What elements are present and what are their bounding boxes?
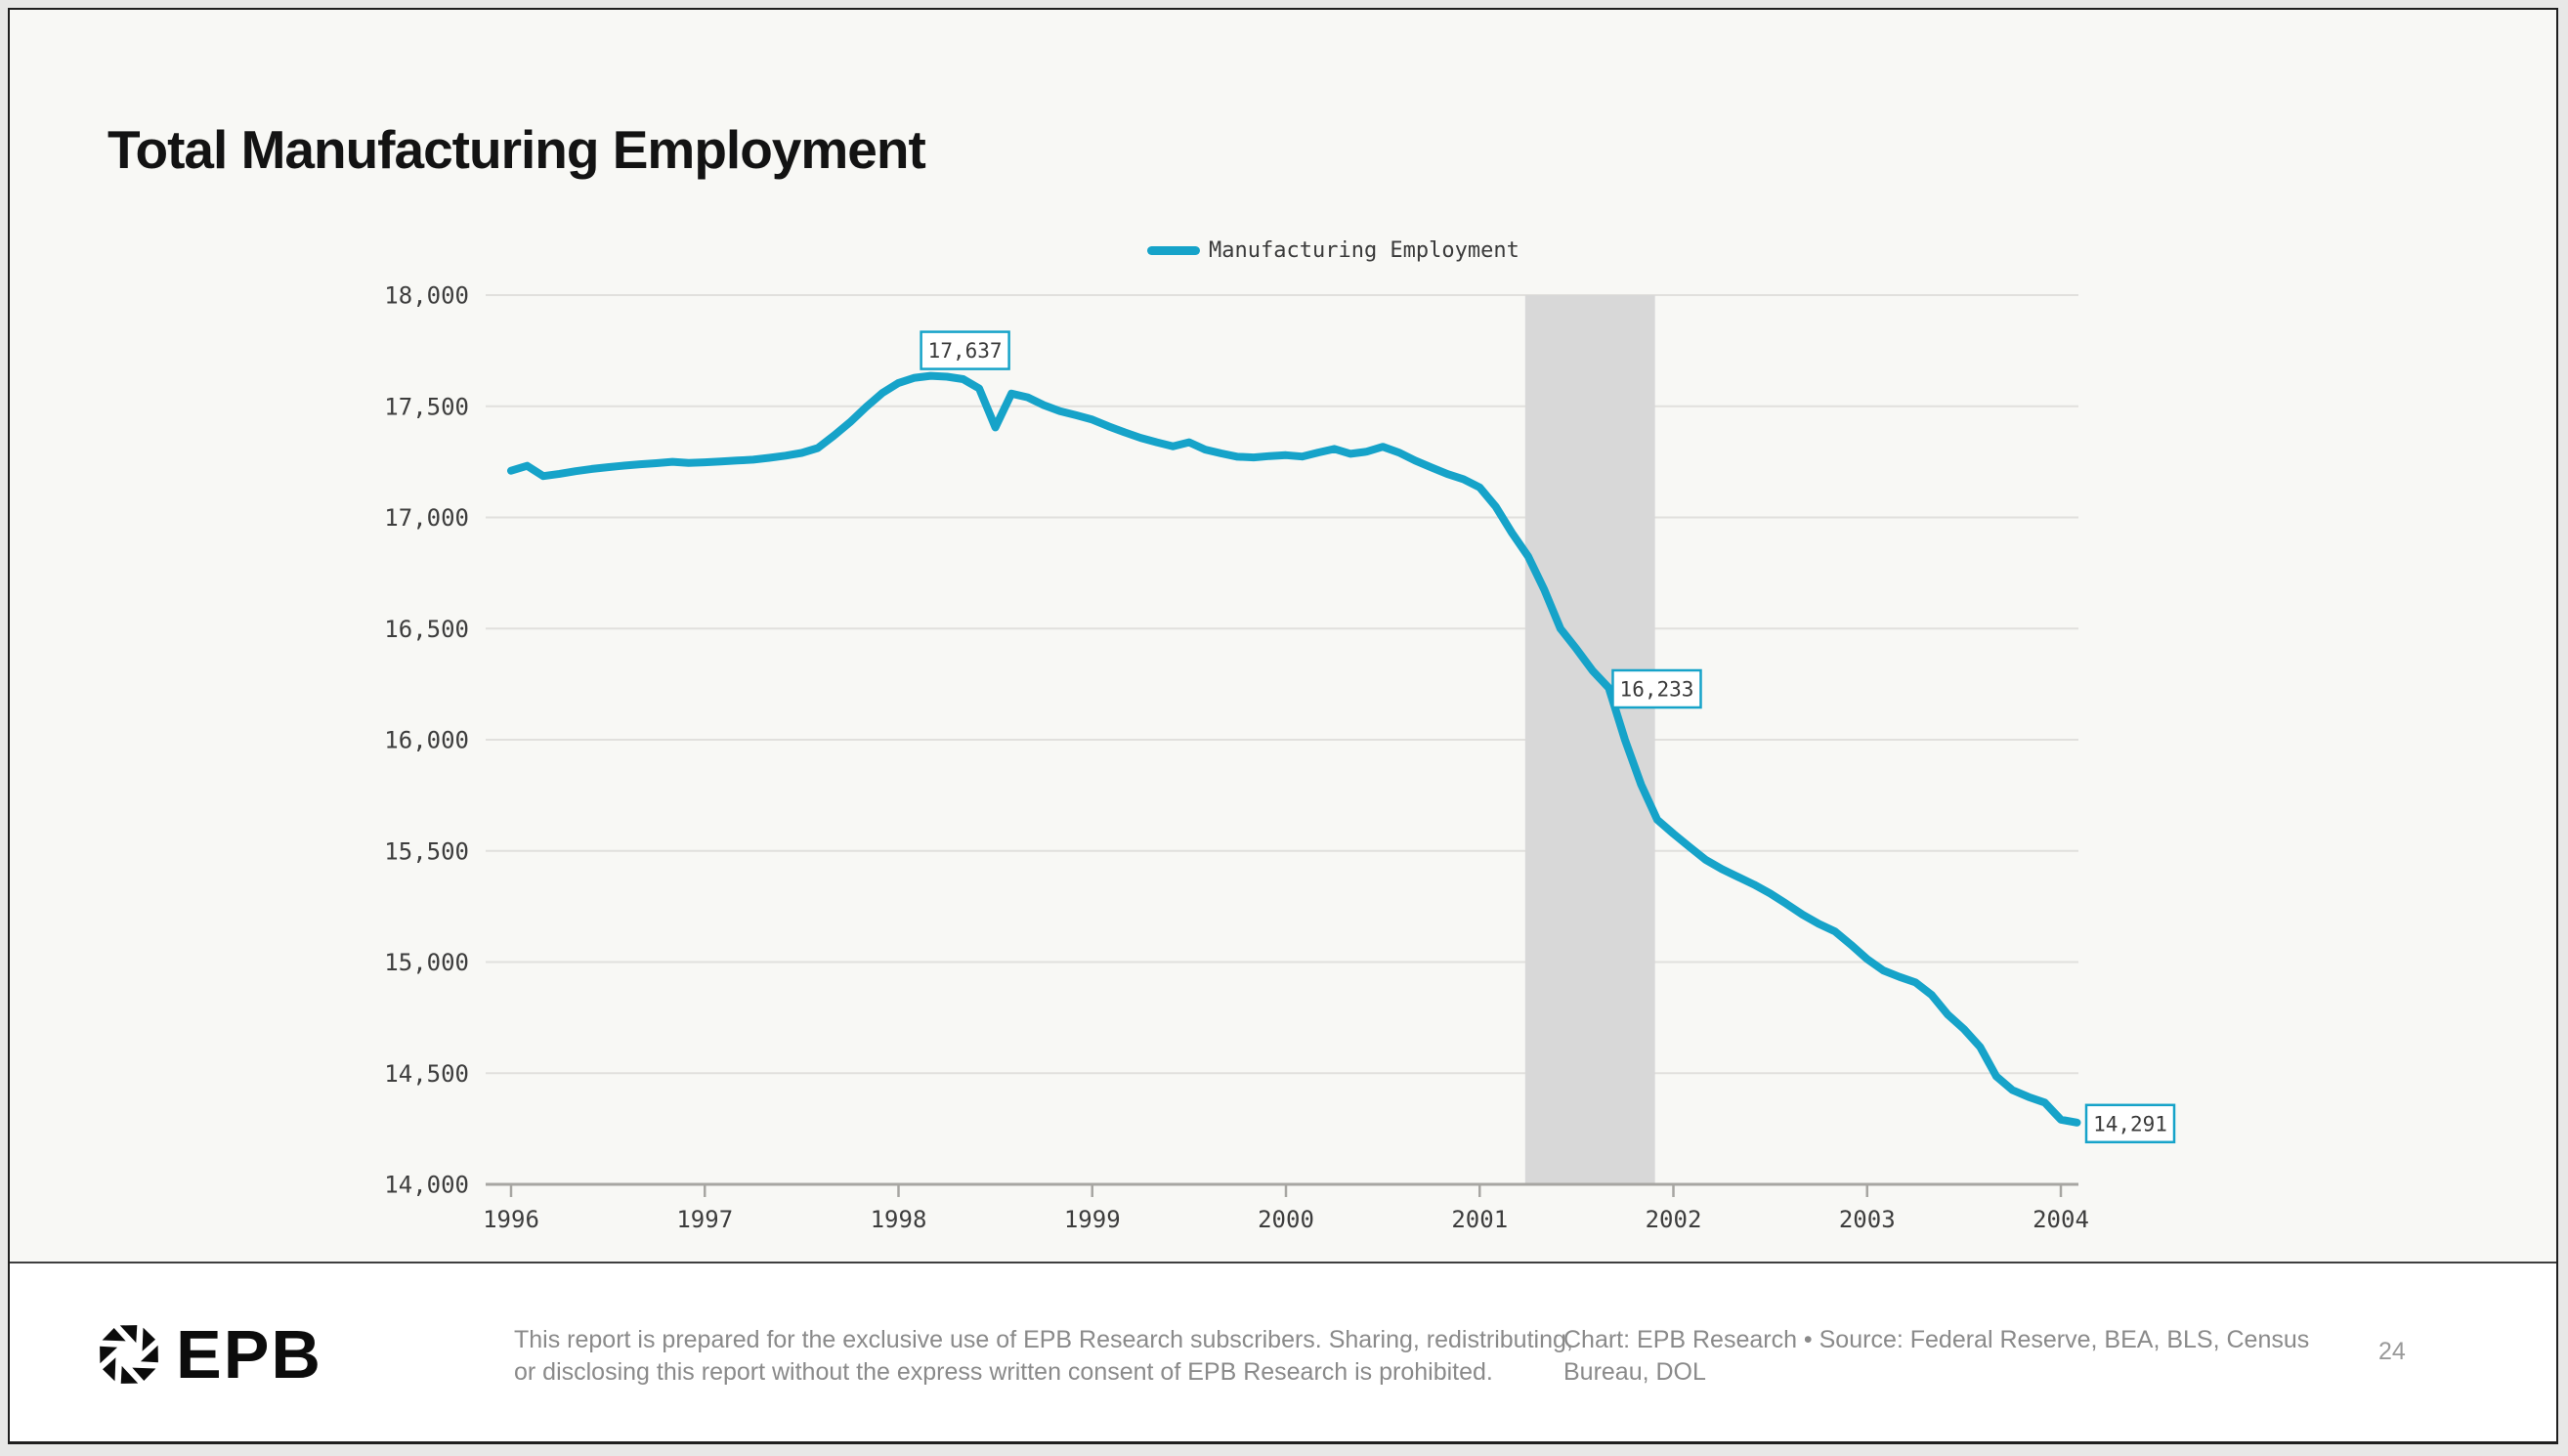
data-label-box: [920, 330, 1010, 370]
x-tick-label: 1998: [871, 1206, 927, 1233]
aperture-blade: [140, 1345, 158, 1363]
y-tick-label: 15,000: [384, 949, 469, 976]
disclaimer-text: This report is prepared for the exclusiv…: [514, 1324, 1589, 1389]
aperture-shutter-icon: [100, 1325, 158, 1384]
legend-label: Manufacturing Employment: [1209, 238, 1519, 263]
x-tick-label: 1996: [483, 1206, 539, 1233]
legend-line-swatch: [1147, 246, 1200, 255]
aperture-blade: [102, 1328, 126, 1342]
footer: EPB This report is prepared for the excl…: [10, 1262, 2556, 1441]
chart-credit-text: Chart: EPB Research • Source: Federal Re…: [1563, 1324, 2384, 1389]
aperture-blade: [132, 1367, 156, 1381]
y-tick-label: 14,000: [384, 1172, 469, 1199]
aperture-blade: [142, 1327, 155, 1351]
data-label-box: [2084, 1103, 2176, 1144]
aperture-blade: [119, 1325, 138, 1344]
report-slide: Total Manufacturing Employment Manufactu…: [8, 8, 2558, 1444]
y-tick-label: 17,500: [384, 393, 469, 420]
epb-logo: EPB: [96, 1320, 322, 1389]
recession-band: [1524, 295, 1655, 1184]
x-tick-label: 2001: [1451, 1206, 1508, 1233]
aperture-blade: [103, 1357, 116, 1382]
y-tick-label: 18,000: [384, 282, 469, 310]
x-tick-label: 1999: [1064, 1206, 1121, 1233]
y-tick-label: 14,500: [384, 1060, 469, 1088]
credit-line-1: Chart: EPB Research • Source: Federal Re…: [1563, 1326, 2310, 1353]
y-tick-label: 15,500: [384, 837, 469, 865]
y-tick-label: 16,500: [384, 616, 469, 643]
x-tick-label: 1997: [676, 1206, 733, 1233]
data-label-value: 17,637: [928, 339, 1003, 363]
x-tick-label: 2003: [1839, 1206, 1896, 1233]
page-title: Total Manufacturing Employment: [107, 118, 926, 180]
aperture-blade: [120, 1365, 139, 1384]
data-label-value: 16,233: [1620, 677, 1694, 701]
page-number: 24: [2378, 1338, 2406, 1365]
manufacturing-employment-line: [507, 371, 2081, 1127]
y-tick-label: 17,000: [384, 504, 469, 532]
data-label-value: 14,291: [2093, 1112, 2167, 1135]
aperture-blade: [100, 1346, 118, 1364]
y-tick-label: 16,000: [384, 727, 469, 754]
data-label-box: [1611, 668, 1702, 709]
x-tick-label: 2000: [1258, 1206, 1314, 1233]
chart-legend: Manufacturing Employment: [1147, 238, 1519, 263]
epb-wordmark: EPB: [176, 1316, 322, 1392]
disclaimer-line-1: This report is prepared for the exclusiv…: [514, 1326, 1573, 1353]
x-tick-label: 2002: [1646, 1206, 1702, 1233]
disclaimer-line-2: or disclosing this report without the ex…: [514, 1358, 1493, 1386]
x-tick-label: 2004: [2033, 1206, 2089, 1233]
credit-line-2: Bureau, DOL: [1563, 1358, 1706, 1386]
